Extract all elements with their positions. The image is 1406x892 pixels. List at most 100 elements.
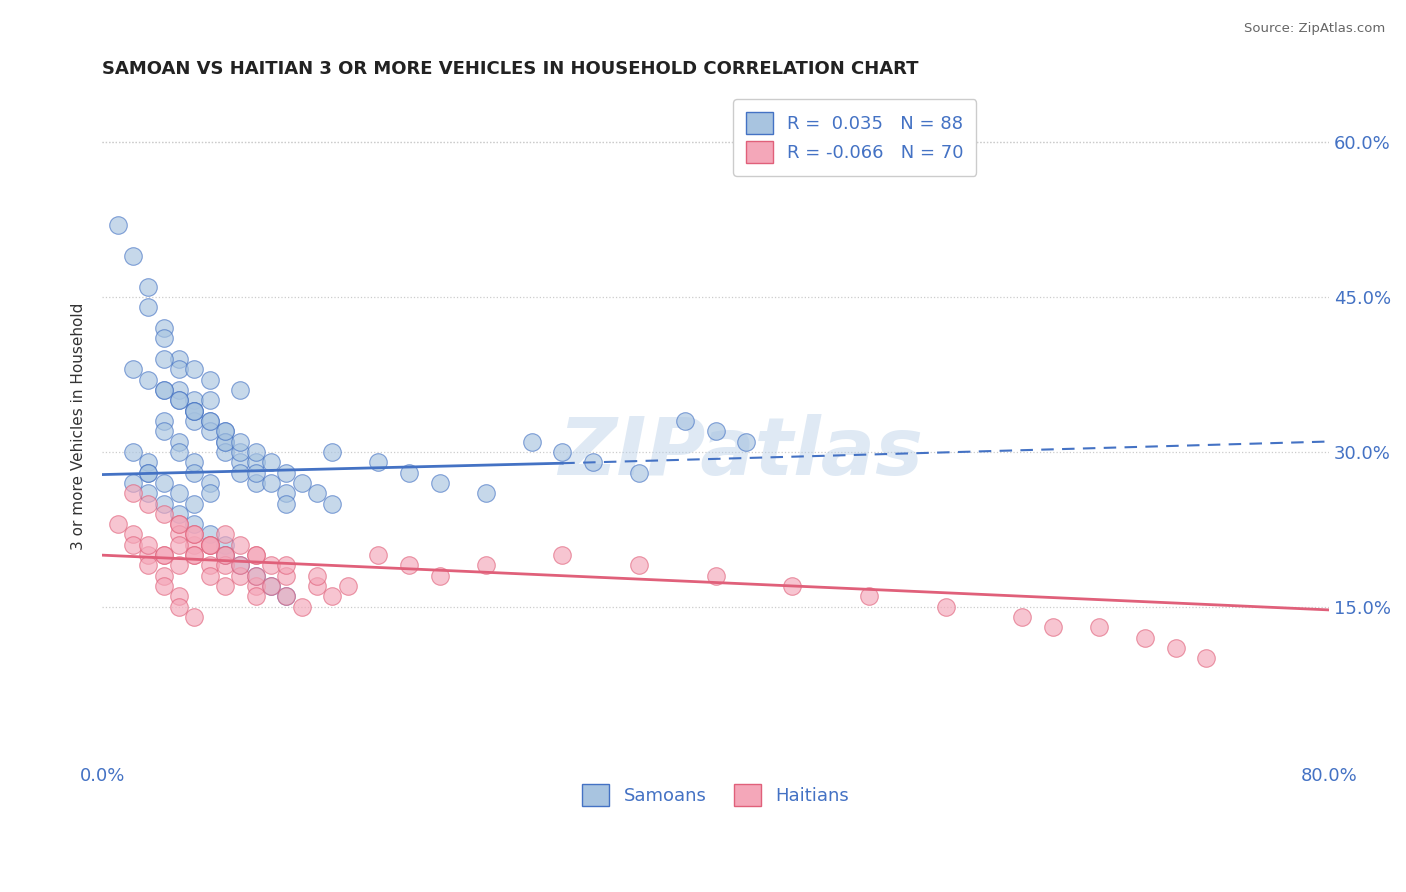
Point — [214, 434, 236, 449]
Point — [367, 548, 389, 562]
Point — [167, 486, 190, 500]
Point — [551, 445, 574, 459]
Point — [214, 558, 236, 573]
Point — [183, 538, 205, 552]
Point — [229, 558, 252, 573]
Point — [474, 558, 496, 573]
Point — [136, 496, 159, 510]
Point — [321, 496, 343, 510]
Point — [122, 362, 145, 376]
Point — [152, 548, 174, 562]
Point — [245, 466, 267, 480]
Text: SAMOAN VS HAITIAN 3 OR MORE VEHICLES IN HOUSEHOLD CORRELATION CHART: SAMOAN VS HAITIAN 3 OR MORE VEHICLES IN … — [103, 60, 918, 78]
Point — [183, 414, 205, 428]
Point — [276, 590, 298, 604]
Text: ZIPatlas: ZIPatlas — [558, 414, 922, 491]
Point — [245, 445, 267, 459]
Point — [107, 218, 129, 232]
Point — [167, 558, 190, 573]
Point — [229, 558, 252, 573]
Point — [260, 558, 283, 573]
Point — [136, 466, 159, 480]
Point — [136, 466, 159, 480]
Point — [214, 424, 236, 438]
Point — [229, 383, 252, 397]
Point — [260, 475, 283, 490]
Point — [198, 558, 221, 573]
Point — [214, 434, 236, 449]
Point — [229, 538, 252, 552]
Point — [276, 558, 298, 573]
Point — [198, 527, 221, 541]
Point — [122, 486, 145, 500]
Point — [276, 569, 298, 583]
Point — [305, 579, 328, 593]
Point — [627, 466, 650, 480]
Point — [136, 300, 159, 314]
Point — [167, 517, 190, 532]
Point — [276, 496, 298, 510]
Point — [152, 475, 174, 490]
Point — [1011, 610, 1033, 624]
Point — [398, 558, 420, 573]
Point — [152, 569, 174, 583]
Point — [167, 517, 190, 532]
Point — [551, 548, 574, 562]
Point — [152, 579, 174, 593]
Point — [183, 403, 205, 417]
Point — [474, 486, 496, 500]
Point — [167, 590, 190, 604]
Point — [198, 414, 221, 428]
Y-axis label: 3 or more Vehicles in Household: 3 or more Vehicles in Household — [72, 302, 86, 549]
Point — [167, 599, 190, 614]
Point — [245, 579, 267, 593]
Point — [152, 507, 174, 521]
Point — [858, 590, 880, 604]
Point — [214, 548, 236, 562]
Point — [260, 455, 283, 469]
Point — [245, 569, 267, 583]
Point — [229, 455, 252, 469]
Point — [214, 548, 236, 562]
Point — [183, 466, 205, 480]
Point — [782, 579, 804, 593]
Point — [122, 527, 145, 541]
Point — [1164, 641, 1187, 656]
Point — [122, 475, 145, 490]
Point — [627, 558, 650, 573]
Point — [198, 475, 221, 490]
Point — [367, 455, 389, 469]
Point — [183, 548, 205, 562]
Point — [276, 486, 298, 500]
Point — [167, 393, 190, 408]
Point — [276, 590, 298, 604]
Point — [152, 383, 174, 397]
Point — [229, 569, 252, 583]
Point — [183, 610, 205, 624]
Point — [305, 486, 328, 500]
Point — [122, 538, 145, 552]
Point — [183, 455, 205, 469]
Point — [136, 486, 159, 500]
Point — [229, 445, 252, 459]
Point — [198, 538, 221, 552]
Point — [276, 466, 298, 480]
Point — [245, 569, 267, 583]
Point — [152, 496, 174, 510]
Point — [136, 538, 159, 552]
Point — [152, 321, 174, 335]
Point — [167, 434, 190, 449]
Point — [1042, 620, 1064, 634]
Point — [107, 517, 129, 532]
Point — [198, 538, 221, 552]
Point — [214, 538, 236, 552]
Point — [198, 486, 221, 500]
Point — [429, 475, 451, 490]
Point — [214, 424, 236, 438]
Point — [152, 383, 174, 397]
Point — [704, 424, 727, 438]
Point — [245, 475, 267, 490]
Point — [183, 527, 205, 541]
Point — [152, 351, 174, 366]
Point — [198, 414, 221, 428]
